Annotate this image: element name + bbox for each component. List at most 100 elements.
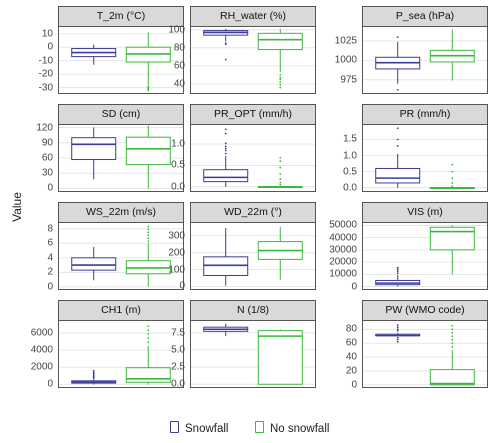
outlier-point (396, 268, 399, 271)
snowfall-legend-key (170, 421, 179, 433)
y-tick-label: 0 (47, 281, 53, 293)
panel-title-rh-water: RH_water (%) (190, 6, 316, 27)
outlier-point (451, 324, 454, 327)
panel-title-vis: VIS (m) (362, 202, 488, 223)
outlier-point (147, 237, 150, 240)
box-snowfall-sd (71, 127, 117, 180)
iqr-box (71, 257, 117, 271)
outlier-point (147, 337, 150, 340)
outlier-point (224, 58, 227, 61)
y-tick-label: 0 (47, 182, 53, 194)
outlier-point (396, 138, 399, 141)
plot-area-rh-water (190, 26, 316, 94)
outlier-point (396, 272, 399, 275)
outlier-point (279, 78, 282, 81)
panel-title-n: N (1/8) (190, 300, 316, 321)
legend-label-no-snowfall: No snowfall (270, 423, 330, 435)
outlier-point (147, 228, 150, 231)
outlier-point (396, 36, 399, 38)
y-tick-label: 10000 (329, 268, 357, 280)
outlier-point (147, 86, 150, 89)
y-tick-label: 6 (47, 237, 53, 249)
iqr-box (257, 32, 303, 51)
plot-area-wd-22m (190, 222, 316, 290)
panel-wd-22m: WD_22m (°) 300 200 100 0 (168, 202, 316, 292)
iqr-box (125, 136, 171, 166)
y-tick-label: 200 (168, 247, 185, 259)
outlier-point (279, 181, 282, 184)
plot-area-p-sea (362, 26, 488, 94)
plot-area-vis (362, 222, 488, 290)
y-tick-label: 1.0 (343, 150, 357, 162)
y-tick-label: 0 (351, 281, 357, 293)
box-snowfall-ch1 (71, 369, 117, 385)
y-tick-label: 20000 (329, 256, 357, 268)
panel-title-p-sea: P_sea (hPa) (362, 6, 488, 27)
plot-area-t-2m (58, 26, 184, 94)
y-tick-label: 80 (345, 323, 357, 335)
outlier-point (224, 152, 227, 155)
y-tick-label: 60 (41, 152, 53, 164)
y-tick-label: 40 (345, 351, 357, 363)
outlier-point (451, 163, 454, 166)
plot-area-pr (362, 124, 488, 192)
outlier-point (224, 43, 227, 46)
box-no-snowfall-rh-water (257, 28, 303, 89)
box-snowfall-pw (375, 324, 421, 343)
y-tick-label: 40000 (329, 232, 357, 244)
y-tick-label: -10 (38, 55, 53, 67)
y-tick-label: 5.0 (171, 344, 185, 356)
y-tick-label: 30 (41, 167, 53, 179)
y-tick-label: 0 (179, 280, 185, 292)
outlier-point (451, 345, 454, 348)
y-tick-label: 100 (168, 24, 185, 36)
outlier-point (279, 156, 282, 159)
y-tick-label: 40 (173, 78, 185, 90)
legend-item-no-snowfall: No snowfall (255, 421, 329, 435)
outlier-point (147, 231, 150, 234)
y-tick-label: 0.5 (171, 159, 185, 171)
outlier-point (396, 270, 399, 273)
panel-title-wd-22m: WD_22m (°) (190, 202, 316, 223)
y-tick-label: -30 (38, 82, 53, 94)
outlier-point (147, 225, 150, 228)
box-snowfall-t-2m (71, 44, 117, 65)
outlier-point (396, 266, 399, 269)
plot-area-ch1 (58, 320, 184, 388)
y-tick-label: 2 (47, 266, 53, 278)
iqr-box (257, 330, 303, 385)
box-no-snowfall-pr-opt (257, 156, 303, 189)
outlier-point (224, 128, 227, 131)
y-tick-label: 1000 (334, 54, 357, 66)
y-tick-label: 4 (47, 252, 53, 264)
box-no-snowfall-vis (429, 225, 475, 275)
box-snowfall-n (203, 323, 249, 337)
plot-area-pw (362, 320, 488, 388)
y-tick-label: 300 (168, 230, 185, 242)
box-no-snowfall-pr (429, 163, 475, 190)
panel-sd: SD (cm) 120 90 60 30 0 (36, 104, 184, 194)
y-tick-label: 4000 (30, 344, 53, 356)
panel-n: N (1/8) 7.5 5.0 2.5 0.0 (171, 300, 316, 390)
outlier-point (92, 369, 95, 372)
outlier-point (396, 329, 399, 332)
y-tick-label: 0.0 (171, 378, 185, 390)
outlier-point (396, 340, 399, 343)
plot-area-sd (58, 124, 184, 192)
panel-pr-opt: PR_OPT (mm/h) 1.0 0.5 0.0 (171, 104, 316, 192)
iqr-box (71, 137, 117, 161)
panel-title-t-2m: T_2m (°C) (58, 6, 184, 27)
plot-area-ws-22m (58, 222, 184, 290)
panel-pr: PR (mm/h) 1.5 1.0 0.5 0.0 (343, 104, 488, 193)
y-tick-label: 0 (47, 41, 53, 53)
y-tick-label: 90 (41, 137, 53, 149)
outlier-point (224, 149, 227, 152)
outlier-point (396, 88, 399, 91)
box-no-snowfall-ws-22m (125, 225, 171, 287)
panel-title-pr-opt: PR_OPT (mm/h) (190, 104, 316, 125)
box-no-snowfall-sd (125, 125, 171, 189)
iqr-box (429, 369, 475, 386)
outlier-point (279, 183, 282, 186)
outlier-point (147, 85, 150, 88)
outlier-point (396, 338, 399, 341)
